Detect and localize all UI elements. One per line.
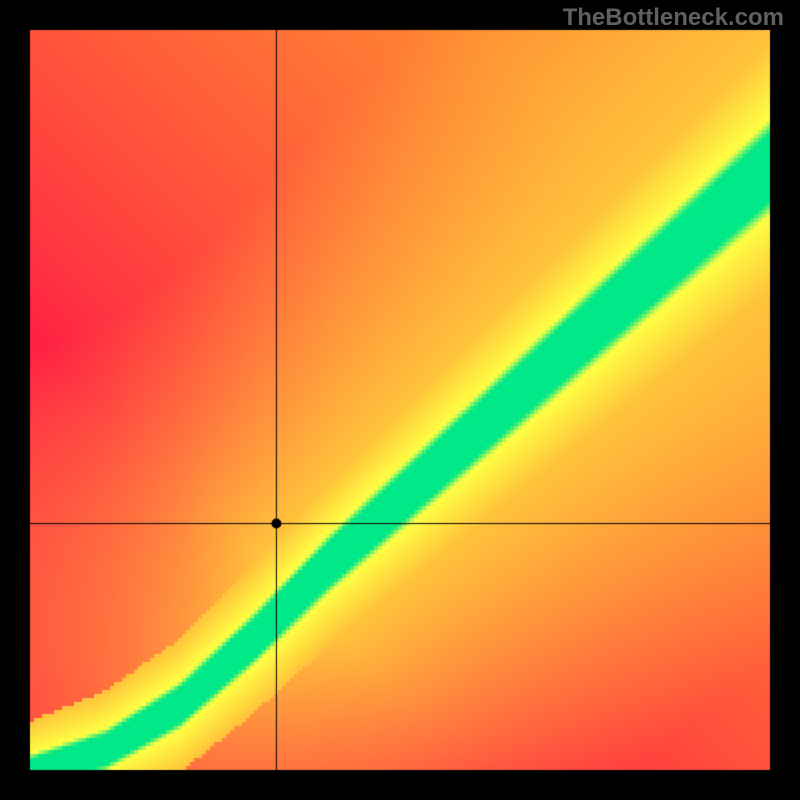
chart-container: TheBottleneck.com [0, 0, 800, 800]
heatmap-canvas [0, 0, 800, 800]
watermark-text: TheBottleneck.com [563, 4, 784, 32]
